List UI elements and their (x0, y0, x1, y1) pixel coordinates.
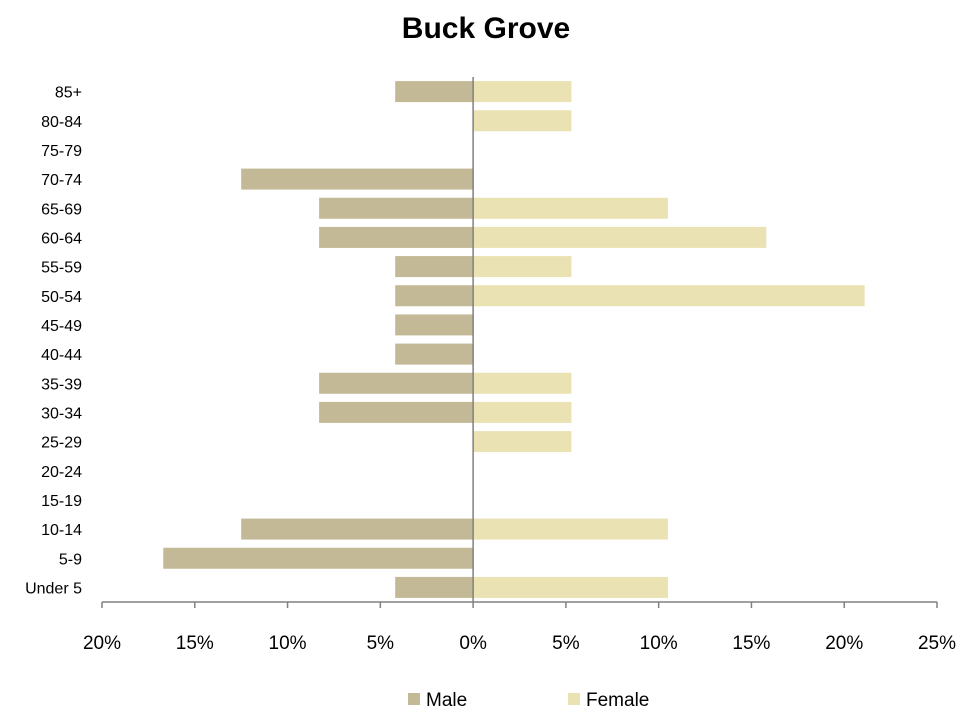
category-labels: Under 5 5-9 10-14 15-19 20-24 25-29 30-34 35-39… (25, 85, 82, 598)
bar-male-10-14 (241, 518, 474, 540)
bar-female-35-39 (473, 372, 572, 394)
category-label: 15-19 (41, 493, 82, 510)
category-label: 25-29 (41, 435, 82, 452)
legend-label-male: Male (426, 690, 467, 711)
bar-female-50-54 (473, 285, 865, 307)
bar-male-85+ (395, 81, 474, 103)
legend: Male Female (408, 690, 649, 711)
category-label: 65-69 (41, 201, 82, 218)
x-tick-label: 10% (269, 633, 307, 654)
bar-female-85+ (473, 81, 572, 103)
x-tick-label: 15% (176, 633, 214, 654)
bar-male-50-54 (395, 285, 474, 307)
x-tick-label: 15% (732, 633, 770, 654)
x-tick-label: 5% (367, 633, 395, 654)
x-tick-label: 0% (459, 633, 487, 654)
bar-female-80-84 (473, 110, 572, 132)
category-label: 5-9 (59, 551, 82, 568)
legend-swatch-male (408, 693, 420, 705)
bars-group (163, 81, 865, 598)
bar-male-45-49 (395, 314, 474, 336)
category-label: 20-24 (41, 464, 82, 481)
x-tick-label: 5% (552, 633, 580, 654)
bar-female-30-34 (473, 401, 572, 423)
bar-male-70-74 (241, 168, 474, 190)
legend-label-female: Female (586, 690, 649, 711)
category-label: 55-59 (41, 260, 82, 277)
category-label: 30-34 (41, 405, 82, 422)
bar-female-60-64 (473, 226, 767, 248)
legend-swatch-female (568, 693, 580, 705)
chart-title: Buck Grove (402, 12, 570, 45)
bar-female-25-29 (473, 431, 572, 453)
category-label: Under 5 (25, 580, 82, 597)
bar-female-65-69 (473, 197, 668, 219)
category-label: 85+ (55, 85, 82, 102)
bar-male-under-5 (395, 576, 474, 598)
bar-female-10-14 (473, 518, 668, 540)
bar-female-55-59 (473, 256, 572, 278)
category-label: 10-14 (41, 522, 82, 539)
category-label: 45-49 (41, 318, 82, 335)
bar-female-under-5 (473, 576, 668, 598)
x-tick-label: 20% (825, 633, 863, 654)
category-label: 35-39 (41, 376, 82, 393)
bar-male-65-69 (319, 197, 474, 219)
x-tick-label: 25% (918, 633, 956, 654)
category-label: 60-64 (41, 230, 82, 247)
x-axis: 20% 15% 10% 5% 0% 5% 10% 15% 20% 25% (83, 77, 956, 654)
bar-male-55-59 (395, 256, 474, 278)
bar-male-30-34 (319, 401, 474, 423)
bar-male-35-39 (319, 372, 474, 394)
x-tick-label: 20% (83, 633, 121, 654)
bar-male-40-44 (395, 343, 474, 365)
bar-male-60-64 (319, 226, 474, 248)
category-label: 40-44 (41, 347, 82, 364)
bar-male-5-9 (163, 547, 474, 569)
category-label: 80-84 (41, 114, 82, 131)
category-label: 50-54 (41, 289, 82, 306)
x-tick-label: 10% (640, 633, 678, 654)
category-label: 70-74 (41, 172, 82, 189)
category-label: 75-79 (41, 143, 82, 160)
